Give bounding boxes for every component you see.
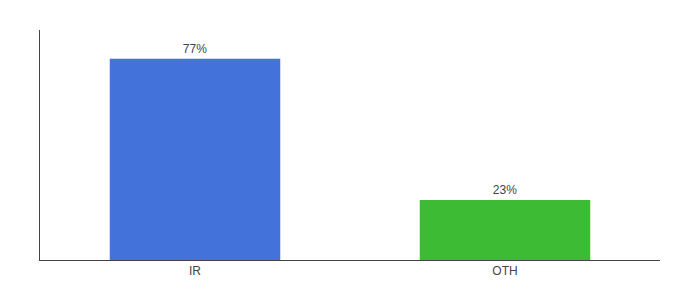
svg-text:77%: 77% [183, 42, 207, 56]
svg-text:IR: IR [189, 264, 201, 278]
svg-text:23%: 23% [493, 183, 517, 197]
svg-text:OTH: OTH [492, 264, 517, 278]
